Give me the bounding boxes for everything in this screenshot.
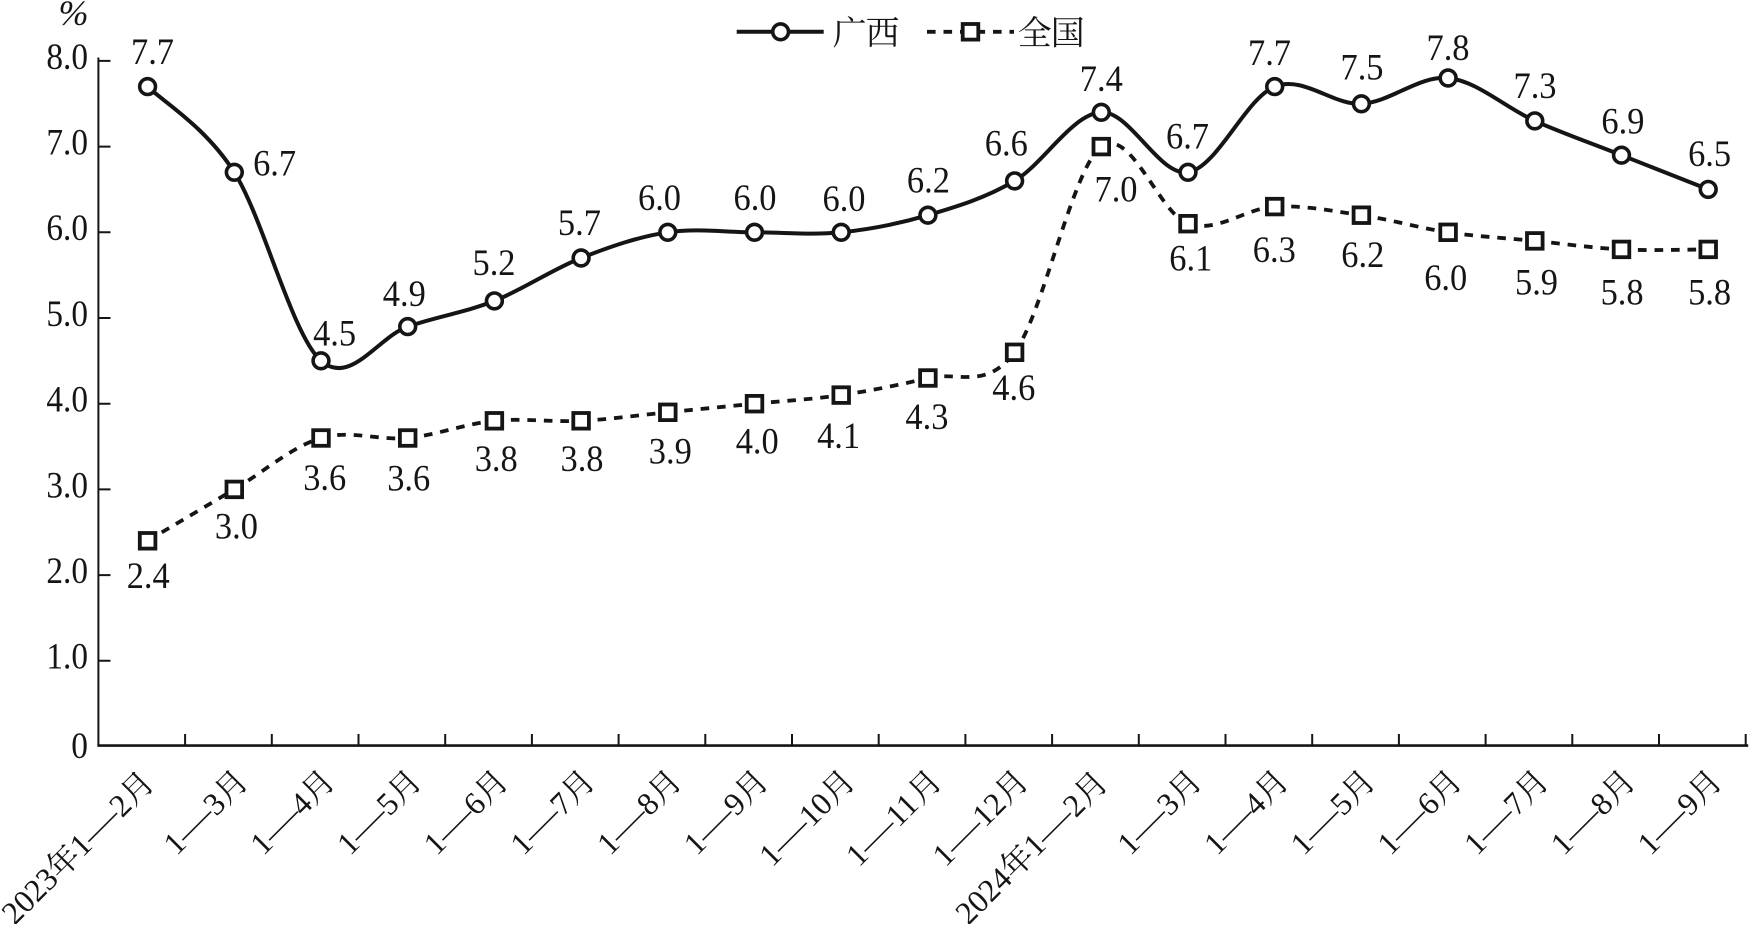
svg-text:6.0: 6.0 <box>46 208 88 249</box>
svg-text:6.2: 6.2 <box>907 161 950 202</box>
svg-text:4.3: 4.3 <box>905 397 948 438</box>
svg-text:7.3: 7.3 <box>1514 66 1557 107</box>
svg-text:4.0: 4.0 <box>46 380 88 421</box>
svg-text:7.4: 7.4 <box>1080 59 1123 100</box>
svg-text:8.0: 8.0 <box>46 37 88 78</box>
svg-text:5.8: 5.8 <box>1601 273 1644 314</box>
svg-text:6.6: 6.6 <box>985 124 1028 165</box>
svg-text:6.0: 6.0 <box>1424 258 1467 299</box>
svg-text:3.9: 3.9 <box>649 431 692 472</box>
svg-text:5.0: 5.0 <box>46 294 88 335</box>
svg-text:2.4: 2.4 <box>127 556 170 597</box>
svg-text:6.5: 6.5 <box>1688 134 1731 175</box>
svg-text:3.8: 3.8 <box>475 439 518 480</box>
svg-text:1.0: 1.0 <box>46 637 88 678</box>
svg-text:5.7: 5.7 <box>558 203 601 244</box>
svg-text:6.3: 6.3 <box>1253 230 1296 271</box>
svg-text:6.0: 6.0 <box>734 178 777 219</box>
svg-text:6.7: 6.7 <box>1166 117 1209 158</box>
svg-text:6.0: 6.0 <box>823 179 866 220</box>
svg-text:%: % <box>59 0 89 33</box>
svg-text:7.8: 7.8 <box>1427 28 1470 69</box>
svg-text:3.6: 3.6 <box>303 458 346 499</box>
svg-text:6.1: 6.1 <box>1169 238 1212 279</box>
svg-text:3.0: 3.0 <box>46 465 88 506</box>
svg-text:0: 0 <box>71 726 88 767</box>
svg-text:4.5: 4.5 <box>313 314 356 355</box>
svg-text:4.1: 4.1 <box>817 416 860 457</box>
svg-text:3.6: 3.6 <box>387 459 430 500</box>
svg-text:4.6: 4.6 <box>992 368 1035 409</box>
svg-text:5.8: 5.8 <box>1688 273 1731 314</box>
svg-text:7.7: 7.7 <box>131 32 174 73</box>
svg-text:2.0: 2.0 <box>46 551 88 592</box>
svg-text:5.2: 5.2 <box>473 243 516 284</box>
svg-text:7.0: 7.0 <box>46 123 88 164</box>
svg-text:4.9: 4.9 <box>383 274 426 315</box>
svg-text:3.0: 3.0 <box>215 507 258 548</box>
svg-text:7.7: 7.7 <box>1248 33 1291 74</box>
svg-text:6.7: 6.7 <box>253 143 296 184</box>
svg-text:4.0: 4.0 <box>736 421 779 462</box>
svg-text:6.2: 6.2 <box>1341 235 1384 276</box>
svg-text:7.0: 7.0 <box>1095 169 1138 210</box>
svg-text:7.5: 7.5 <box>1341 48 1384 89</box>
svg-text:3.8: 3.8 <box>561 439 604 480</box>
svg-text:5.9: 5.9 <box>1515 263 1558 304</box>
svg-text:6.9: 6.9 <box>1601 102 1644 143</box>
svg-text:6.0: 6.0 <box>638 178 681 219</box>
